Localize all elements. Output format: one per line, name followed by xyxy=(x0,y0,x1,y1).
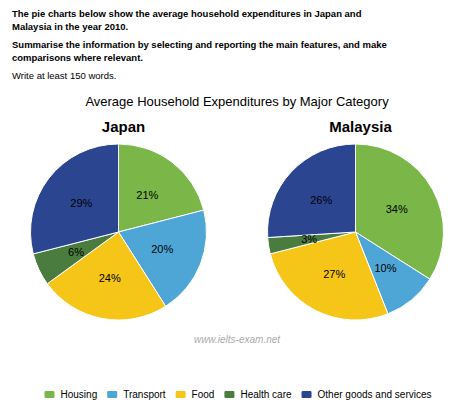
svg-text:www.ielts-exam.net: www.ielts-exam.net xyxy=(194,334,281,345)
svg-text:29%: 29% xyxy=(70,197,92,209)
svg-text:26%: 26% xyxy=(310,194,332,206)
svg-text:10%: 10% xyxy=(374,262,396,274)
svg-text:6%: 6% xyxy=(68,246,84,258)
svg-text:Average Household Expenditures: Average Household Expenditures by Major … xyxy=(85,94,389,109)
svg-text:Write at least 150 words.: Write at least 150 words. xyxy=(12,70,116,81)
svg-text:Japan: Japan xyxy=(102,118,145,135)
svg-text:Summarise the information by s: Summarise the information by selecting a… xyxy=(12,39,387,50)
svg-text:20%: 20% xyxy=(151,243,173,255)
svg-text:comparisons where relevant.: comparisons where relevant. xyxy=(12,52,143,63)
svg-text:34%: 34% xyxy=(386,203,408,215)
svg-text:3%: 3% xyxy=(301,233,317,245)
svg-text:Health care: Health care xyxy=(240,389,292,400)
svg-text:Malaysia: Malaysia xyxy=(329,118,392,135)
svg-text:Food: Food xyxy=(192,389,215,400)
svg-text:24%: 24% xyxy=(99,272,121,284)
svg-text:Other goods and services: Other goods and services xyxy=(318,389,432,400)
svg-text:27%: 27% xyxy=(323,268,345,280)
svg-text:The pie charts below show the: The pie charts below show the average ho… xyxy=(12,8,362,19)
svg-text:Malaysia in the year 2010.: Malaysia in the year 2010. xyxy=(12,21,128,32)
svg-text:Housing: Housing xyxy=(61,389,98,400)
svg-text:Transport: Transport xyxy=(123,389,166,400)
svg-text:21%: 21% xyxy=(136,189,158,201)
